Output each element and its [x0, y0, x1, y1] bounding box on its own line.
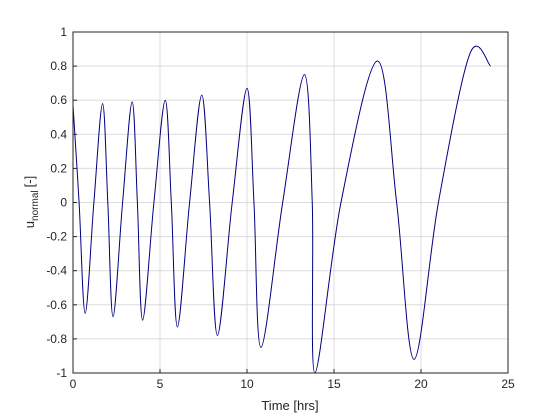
y-tick-label: -0.6 — [46, 298, 67, 312]
x-tick-label: 10 — [240, 377, 254, 391]
y-tick-label: 0.6 — [50, 93, 67, 107]
data-line — [72, 45, 491, 374]
y-tick-label: 0.2 — [50, 161, 67, 175]
y-label-unit: [-] — [22, 176, 37, 188]
y-axis-label: unormal [-] — [22, 176, 41, 228]
x-tick-label: 0 — [70, 377, 77, 391]
x-tick-label: 15 — [327, 377, 341, 391]
y-tick-label: 0.8 — [50, 59, 67, 73]
y-tick-label: -0.2 — [46, 230, 67, 244]
y-tick-label: -0.8 — [46, 332, 67, 346]
x-axis-label: Time [hrs] — [261, 398, 318, 413]
y-tick-label: -1 — [56, 366, 67, 380]
y-label-main: u — [22, 221, 37, 228]
y-tick-label: 0.4 — [50, 127, 67, 141]
y-tick-label: 0 — [60, 196, 67, 210]
y-tick-label: -0.4 — [46, 264, 67, 278]
y-tick-label: 1 — [60, 25, 67, 39]
x-tick-label: 5 — [157, 377, 164, 391]
y-label-sub: normal — [30, 190, 41, 221]
x-tick-label: 20 — [414, 377, 428, 391]
x-tick-label: 25 — [501, 377, 515, 391]
